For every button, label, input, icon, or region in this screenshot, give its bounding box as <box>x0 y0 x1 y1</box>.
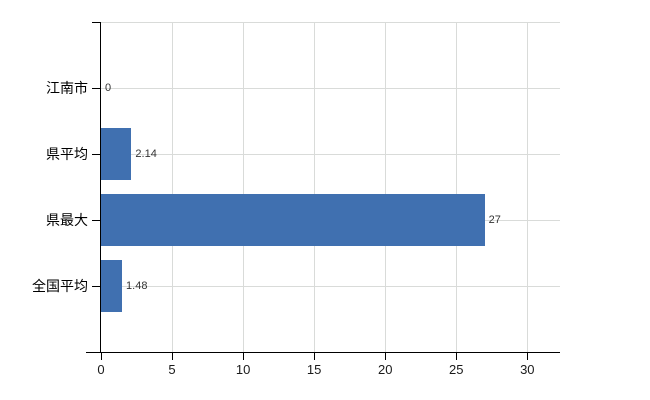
vertical-gridline <box>242 22 244 352</box>
x-axis-left-extension <box>86 352 101 353</box>
vertical-gridline <box>455 22 457 352</box>
x-axis-tick <box>313 353 315 360</box>
horizontal-gridline <box>101 87 560 89</box>
category-label: 県平均 <box>46 146 88 162</box>
x-axis-tick <box>100 353 102 360</box>
horizontal-gridline <box>101 285 560 287</box>
bar <box>101 260 123 312</box>
top-gridline <box>101 22 560 23</box>
category-axis-labels: 江南市県平均県最大全国平均 <box>0 22 88 352</box>
x-tick-label: 15 <box>306 362 322 377</box>
vertical-gridline <box>171 22 173 352</box>
category-label: 県最大 <box>46 212 88 228</box>
value-label: 0 <box>105 82 112 94</box>
y-axis-top-tick <box>92 22 100 23</box>
value-label: 27 <box>488 214 501 226</box>
y-axis-tick <box>92 153 100 155</box>
plot-area: 0 5 10 15 20 25 30 0 2.14 27 1.48 <box>86 22 560 377</box>
x-tick-label: 10 <box>235 362 251 377</box>
y-axis-tick <box>92 87 100 89</box>
vertical-gridline <box>384 22 386 352</box>
x-axis-tick <box>526 353 528 360</box>
y-axis-tick <box>92 219 100 221</box>
vertical-gridline <box>313 22 315 352</box>
x-tick-label: 30 <box>520 362 535 377</box>
value-label: 1.48 <box>126 280 148 292</box>
bar <box>101 194 485 246</box>
vertical-gridline <box>526 22 528 352</box>
value-label: 2.14 <box>135 148 157 160</box>
category-label: 江南市 <box>46 80 88 96</box>
bar <box>101 128 132 180</box>
x-axis-tick <box>242 353 244 360</box>
horizontal-gridline <box>101 153 560 155</box>
x-tick-label: 5 <box>168 362 176 377</box>
x-axis-tick <box>455 353 457 360</box>
y-axis-tick <box>92 285 100 287</box>
x-tick-label: 0 <box>97 362 105 377</box>
x-axis-tick <box>384 353 386 360</box>
category-label: 全国平均 <box>32 278 88 294</box>
x-axis-tick <box>171 353 173 360</box>
x-tick-label: 20 <box>377 362 393 377</box>
x-tick-label: 25 <box>449 362 464 377</box>
